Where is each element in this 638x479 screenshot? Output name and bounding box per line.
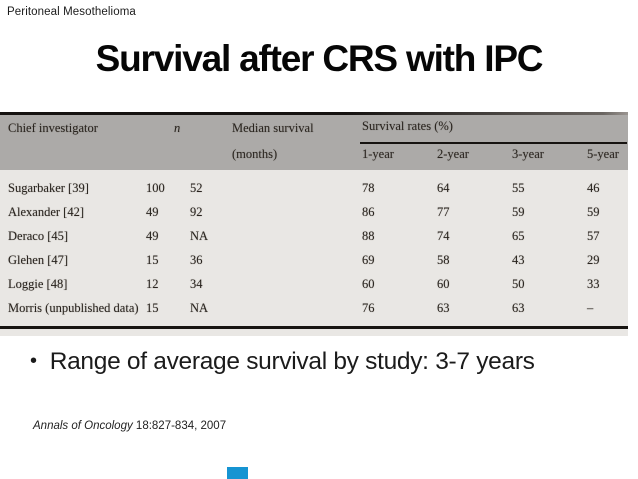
cell-5-year: 59 bbox=[587, 205, 600, 219]
cell-n: 15 bbox=[146, 253, 159, 267]
cell-n: 15 bbox=[146, 301, 159, 315]
table-row: Alexander [42] 49 92 86 77 59 59 bbox=[0, 205, 628, 222]
slide-category-label: Peritoneal Mesothelioma bbox=[7, 6, 136, 18]
cell-3-year: 59 bbox=[512, 205, 525, 219]
cell-investigator: Deraco [45] bbox=[8, 229, 69, 243]
cell-2-year: 74 bbox=[437, 229, 450, 243]
cell-3-year: 63 bbox=[512, 301, 525, 315]
cell-3-year: 65 bbox=[512, 229, 525, 243]
cell-investigator: Sugarbaker [39] bbox=[8, 181, 89, 195]
slide-title: Survival after CRS with IPC bbox=[95, 38, 544, 79]
cell-1-year: 86 bbox=[362, 205, 375, 219]
header-5-year: 5-year bbox=[587, 147, 619, 161]
bullet-point: • Range of average survival by study: 3-… bbox=[30, 348, 535, 376]
cell-investigator: Alexander [42] bbox=[8, 205, 85, 219]
cell-3-year: 43 bbox=[512, 253, 525, 267]
header-median-survival: Median survival bbox=[232, 121, 314, 135]
cell-1-year: 88 bbox=[362, 229, 375, 243]
survival-rates-underline bbox=[360, 142, 627, 144]
table-row: Loggie [48] 12 34 60 60 50 33 bbox=[0, 277, 628, 294]
cell-2-year: 60 bbox=[437, 277, 450, 291]
cell-median: 36 bbox=[190, 253, 203, 267]
cell-2-year: 58 bbox=[437, 253, 450, 267]
header-1-year: 1-year bbox=[362, 147, 394, 161]
table-bottom-rule bbox=[0, 326, 628, 329]
citation: Annals of Oncology 18:827-834, 2007 bbox=[33, 420, 226, 432]
cell-median: 34 bbox=[190, 277, 203, 291]
header-2-year: 2-year bbox=[437, 147, 469, 161]
header-chief-investigator: Chief investigator bbox=[8, 121, 98, 135]
cell-median: 52 bbox=[190, 181, 203, 195]
cell-5-year: 57 bbox=[587, 229, 600, 243]
cell-investigator: Morris (unpublished data) bbox=[8, 301, 139, 315]
cell-3-year: 55 bbox=[512, 181, 525, 195]
header-survival-rates-group: Survival rates (%) bbox=[362, 119, 453, 133]
table-row: Glehen [47] 15 36 69 58 43 29 bbox=[0, 253, 628, 270]
table-row: Morris (unpublished data) 15 NA 76 63 63… bbox=[0, 301, 628, 318]
cell-2-year: 63 bbox=[437, 301, 450, 315]
cell-2-year: 64 bbox=[437, 181, 450, 195]
survival-table: Chief investigator n Median survival (mo… bbox=[0, 112, 628, 336]
slide-decoration bbox=[227, 467, 248, 479]
cell-1-year: 69 bbox=[362, 253, 375, 267]
cell-median: 92 bbox=[190, 205, 203, 219]
cell-n: 49 bbox=[146, 205, 159, 219]
cell-5-year: – bbox=[587, 301, 594, 315]
cell-1-year: 60 bbox=[362, 277, 375, 291]
cell-n: 12 bbox=[146, 277, 159, 291]
cell-1-year: 76 bbox=[362, 301, 375, 315]
bullet-icon: • bbox=[30, 350, 37, 372]
cell-median: NA bbox=[190, 301, 209, 315]
cell-5-year: 46 bbox=[587, 181, 600, 195]
table-body-band bbox=[0, 170, 628, 326]
cell-median: NA bbox=[190, 229, 209, 243]
citation-journal: Annals of Oncology bbox=[33, 420, 133, 432]
table-footer-strip bbox=[0, 329, 628, 336]
cell-n: 100 bbox=[146, 181, 165, 195]
header-3-year: 3-year bbox=[512, 147, 544, 161]
cell-investigator: Loggie [48] bbox=[8, 277, 68, 291]
citation-reference: 18:827-834, 2007 bbox=[132, 420, 227, 432]
table-row: Sugarbaker [39] 100 52 78 64 55 46 bbox=[0, 181, 628, 198]
header-median-months: (months) bbox=[232, 147, 278, 161]
cell-n: 49 bbox=[146, 229, 159, 243]
cell-2-year: 77 bbox=[437, 205, 450, 219]
table-top-rule bbox=[0, 112, 628, 115]
cell-1-year: 78 bbox=[362, 181, 375, 195]
cell-3-year: 50 bbox=[512, 277, 525, 291]
table-row: Deraco [45] 49 NA 88 74 65 57 bbox=[0, 229, 628, 246]
bullet-text: Range of average survival by study: 3-7 … bbox=[49, 348, 535, 375]
cell-5-year: 29 bbox=[587, 253, 600, 267]
header-n: n bbox=[174, 121, 181, 135]
cell-investigator: Glehen [47] bbox=[8, 253, 69, 267]
cell-5-year: 33 bbox=[587, 277, 600, 291]
